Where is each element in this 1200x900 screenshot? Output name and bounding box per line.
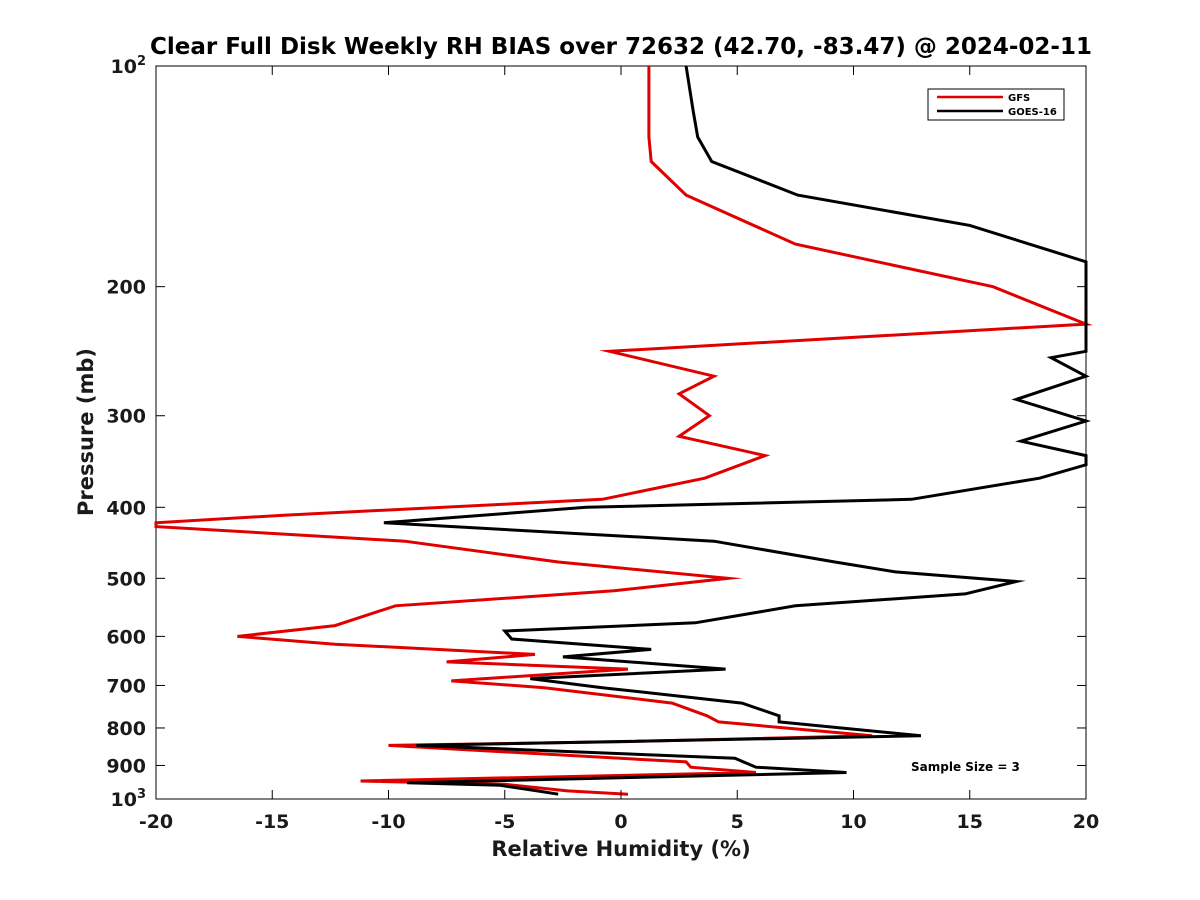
y-axis-title: Pressure (mb) xyxy=(74,348,98,516)
sample-size-annotation: Sample Size = 3 xyxy=(911,760,1020,774)
x-axis-title: Relative Humidity (%) xyxy=(491,837,750,861)
series-line-gfs xyxy=(154,66,1093,796)
plot-area xyxy=(154,65,1093,800)
y-tick-label: 200 xyxy=(106,277,146,299)
legend-box xyxy=(927,88,1065,121)
x-tick-label: -10 xyxy=(371,811,405,833)
x-axis: -20 -15 -10 -5 0 5 10 15 20 xyxy=(139,66,1099,833)
y-tick-label: 600 xyxy=(106,626,146,648)
x-tick-label: -5 xyxy=(494,811,515,833)
legend-label-goes16: GOES-16 xyxy=(1008,107,1057,118)
y-tick-label: 800 xyxy=(106,718,146,740)
y-tick-label: 700 xyxy=(106,675,146,697)
y-tick-label: 900 xyxy=(106,755,146,777)
goes16-line-group xyxy=(383,65,1092,796)
legend-label-gfs: GFS xyxy=(1008,93,1030,104)
gfs-line-group xyxy=(154,66,1093,796)
x-tick-label: 0 xyxy=(614,811,627,833)
y-tick-label: 300 xyxy=(106,406,146,428)
y-tick-label: 500 xyxy=(106,568,146,590)
y-tick-label: 102 xyxy=(111,54,147,78)
y-tick-label: 400 xyxy=(106,497,146,519)
x-tick-label: -15 xyxy=(255,811,289,833)
y-tick-label: 103 xyxy=(111,787,147,811)
chart-title: Clear Full Disk Weekly RH BIAS over 7263… xyxy=(150,34,1092,60)
legend: GFS GOES-16 xyxy=(927,88,1065,121)
y-axis: 102 200 300 400 500 600 700 800 900 103 xyxy=(106,54,1086,811)
series-line-goes16 xyxy=(383,65,1092,796)
x-tick-label: 15 xyxy=(957,811,983,833)
x-tick-label: 5 xyxy=(731,811,744,833)
x-tick-label: -20 xyxy=(139,811,173,833)
x-tick-label: 10 xyxy=(840,811,866,833)
x-tick-label: 20 xyxy=(1073,811,1099,833)
